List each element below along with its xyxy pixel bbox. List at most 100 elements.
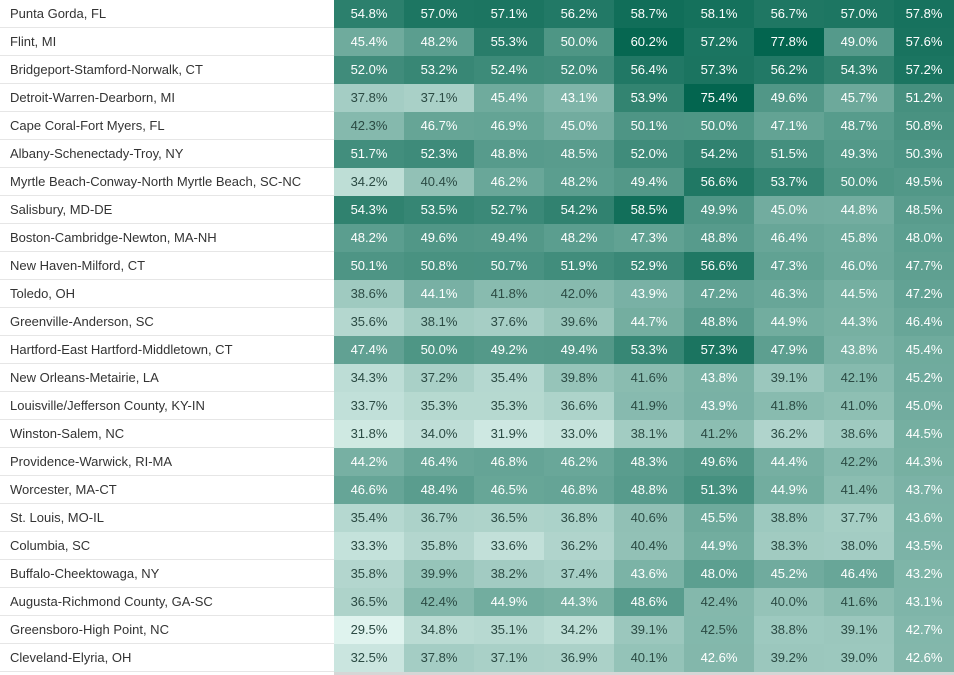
heatmap-cell: 54.3% (334, 196, 404, 224)
row-label: Louisville/Jefferson County, KY-IN (0, 392, 344, 420)
heatmap-cell: 51.3% (684, 476, 754, 504)
heatmap-cell: 53.9% (614, 84, 684, 112)
row-label: Hartford-East Hartford-Middletown, CT (0, 336, 344, 364)
heatmap-cell: 35.3% (474, 392, 544, 420)
heatmap-cell: 52.3% (404, 140, 474, 168)
heatmap-cell: 49.5% (894, 168, 954, 196)
heatmap-cell: 42.1% (824, 364, 894, 392)
row-label: Columbia, SC (0, 532, 344, 560)
heatmap-cell: 49.4% (614, 168, 684, 196)
row-label: Boston-Cambridge-Newton, MA-NH (0, 224, 344, 252)
heatmap-cell: 52.7% (474, 196, 544, 224)
heatmap-cell: 54.8% (334, 0, 404, 28)
heatmap-cell: 36.5% (334, 588, 404, 616)
heatmap-cell: 45.4% (334, 28, 404, 56)
heatmap-cell: 54.3% (824, 56, 894, 84)
heatmap-cell: 49.6% (404, 224, 474, 252)
row-label: Cleveland-Elyria, OH (0, 644, 344, 672)
heatmap-cell: 37.1% (404, 84, 474, 112)
heatmap-cell: 50.8% (894, 112, 954, 140)
heatmap-cell: 46.4% (404, 448, 474, 476)
heatmap-cell: 48.3% (614, 448, 684, 476)
heatmap-cell: 40.6% (614, 504, 684, 532)
heatmap-cell: 43.9% (684, 392, 754, 420)
heatmap-cell: 50.8% (404, 252, 474, 280)
heatmap-cell: 50.0% (684, 112, 754, 140)
heatmap-cell: 45.0% (544, 112, 614, 140)
heatmap-cell: 34.3% (334, 364, 404, 392)
heatmap-cell: 47.2% (684, 280, 754, 308)
heatmap-cell: 56.6% (684, 168, 754, 196)
heatmap-cell: 45.7% (824, 84, 894, 112)
heatmap-cell: 48.2% (404, 28, 474, 56)
heatmap-cell: 31.9% (474, 420, 544, 448)
heatmap-cell: 44.9% (754, 476, 824, 504)
heatmap-cell: 50.1% (614, 112, 684, 140)
heatmap-cell: 50.3% (894, 140, 954, 168)
table-row: Myrtle Beach-Conway-North Myrtle Beach, … (0, 168, 954, 196)
heatmap-cell: 41.6% (824, 588, 894, 616)
heatmap-cell: 49.6% (754, 84, 824, 112)
heatmap-cell: 45.0% (754, 196, 824, 224)
heatmap-cell: 43.5% (894, 532, 954, 560)
heatmap-cell: 57.3% (684, 56, 754, 84)
table-row: Toledo, OH 38.6% 44.1% 41.8% 42.0% 43.9% 47.2%… (0, 280, 954, 308)
heatmap-cell: 32.5% (334, 644, 404, 672)
heatmap-cell: 35.6% (334, 308, 404, 336)
heatmap-cell: 48.2% (544, 168, 614, 196)
heatmap-cell: 33.6% (474, 532, 544, 560)
heatmap-cell: 44.5% (824, 280, 894, 308)
row-label: Winston-Salem, NC (0, 420, 344, 448)
heatmap-cell: 58.5% (614, 196, 684, 224)
heatmap-cell: 39.2% (754, 644, 824, 672)
heatmap-cell: 46.2% (474, 168, 544, 196)
heatmap-cell: 41.0% (824, 392, 894, 420)
heatmap-cell: 46.8% (474, 448, 544, 476)
heatmap-cell: 46.2% (544, 448, 614, 476)
table-row: Boston-Cambridge-Newton, MA-NH 48.2% 49.6%… (0, 224, 954, 252)
row-label: Worcester, MA-CT (0, 476, 344, 504)
table-bottom-border (334, 672, 954, 675)
heatmap-cell: 53.3% (614, 336, 684, 364)
heatmap-cell: 33.0% (544, 420, 614, 448)
heatmap-cell: 54.2% (684, 140, 754, 168)
heatmap-cell: 42.6% (894, 644, 954, 672)
row-label: Flint, MI (0, 28, 344, 56)
heatmap-cell: 46.8% (544, 476, 614, 504)
heatmap-cell: 38.1% (404, 308, 474, 336)
heatmap-cell: 47.7% (894, 252, 954, 280)
heatmap-cell: 48.0% (684, 560, 754, 588)
heatmap-cell: 57.6% (894, 28, 954, 56)
heatmap-cell: 39.1% (754, 364, 824, 392)
heatmap-cell: 49.6% (684, 448, 754, 476)
heatmap-cell: 41.8% (474, 280, 544, 308)
heatmap-cell: 40.1% (614, 644, 684, 672)
row-label: Toledo, OH (0, 280, 344, 308)
table-row: Albany-Schenectady-Troy, NY 51.7% 52.3% 48.… (0, 140, 954, 168)
heatmap-cell: 38.2% (474, 560, 544, 588)
heatmap-cell: 75.4% (684, 84, 754, 112)
row-label: St. Louis, MO-IL (0, 504, 344, 532)
heatmap-cell: 51.2% (894, 84, 954, 112)
heatmap-cell: 36.5% (474, 504, 544, 532)
heatmap-cell: 39.1% (614, 616, 684, 644)
heatmap-cell: 48.5% (544, 140, 614, 168)
heatmap-cell: 36.6% (544, 392, 614, 420)
heatmap-cell: 52.0% (614, 140, 684, 168)
heatmap-cell: 43.2% (894, 560, 954, 588)
heatmap-cell: 41.8% (754, 392, 824, 420)
heatmap-cell: 46.6% (334, 476, 404, 504)
heatmap-cell: 29.5% (334, 616, 404, 644)
table-row: Buffalo-Cheektowaga, NY 35.8% 39.9% 38.2% 37… (0, 560, 954, 588)
heatmap-cell: 46.0% (824, 252, 894, 280)
heatmap-cell: 57.0% (824, 0, 894, 28)
row-label: New Orleans-Metairie, LA (0, 364, 344, 392)
heatmap-cell: 31.8% (334, 420, 404, 448)
heatmap-cell: 47.9% (754, 336, 824, 364)
heatmap-cell: 43.9% (614, 280, 684, 308)
heatmap-cell: 38.6% (824, 420, 894, 448)
heatmap-cell: 43.6% (614, 560, 684, 588)
heatmap-cell: 44.8% (824, 196, 894, 224)
heatmap-cell: 42.0% (544, 280, 614, 308)
